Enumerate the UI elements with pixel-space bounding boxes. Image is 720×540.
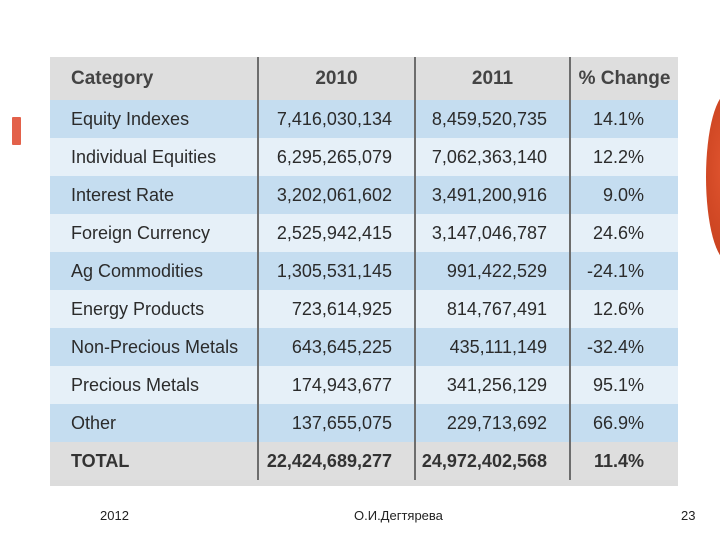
cell-change: 24.6% — [569, 214, 678, 252]
cell-2010: 643,645,225 — [257, 328, 415, 366]
decorative-left-bar — [12, 117, 21, 145]
cell-category: Precious Metals — [50, 366, 258, 404]
cell-change: 9.0% — [569, 176, 678, 214]
table-row: Other 137,655,075 229,713,692 66.9% — [50, 404, 678, 442]
cell-2011: 814,767,491 — [414, 290, 570, 328]
cell-2011: 7,062,363,140 — [414, 138, 570, 176]
cell-change: 66.9% — [569, 404, 678, 442]
cell-2011: 991,422,529 — [414, 252, 570, 290]
cell-category: Ag Commodities — [50, 252, 258, 290]
cell-2010: 137,655,075 — [257, 404, 415, 442]
cell-change: 95.1% — [569, 366, 678, 404]
total-label: TOTAL — [50, 442, 258, 480]
cell-category: Non-Precious Metals — [50, 328, 258, 366]
decorative-right-circle — [706, 92, 720, 262]
cell-change: 14.1% — [569, 100, 678, 138]
total-change: 11.4% — [569, 442, 678, 480]
table-header-row: Category 2010 2011 % Change — [50, 57, 678, 100]
footer-page-number: 23 — [681, 508, 696, 523]
table-row: Precious Metals 174,943,677 341,256,129 … — [50, 366, 678, 404]
cell-category: Foreign Currency — [50, 214, 258, 252]
cell-2010: 7,416,030,134 — [257, 100, 415, 138]
cell-2011: 3,147,046,787 — [414, 214, 570, 252]
table-row: Ag Commodities 1,305,531,145 991,422,529… — [50, 252, 678, 290]
table-row: Interest Rate 3,202,061,602 3,491,200,91… — [50, 176, 678, 214]
cell-2010: 174,943,677 — [257, 366, 415, 404]
table-row: Non-Precious Metals 643,645,225 435,111,… — [50, 328, 678, 366]
cell-2010: 2,525,942,415 — [257, 214, 415, 252]
table-row: Equity Indexes 7,416,030,134 8,459,520,7… — [50, 100, 678, 138]
cell-2011: 3,491,200,916 — [414, 176, 570, 214]
cell-category: Equity Indexes — [50, 100, 258, 138]
table-total-row: TOTAL 22,424,689,277 24,972,402,568 11.4… — [50, 442, 678, 480]
cell-2011: 341,256,129 — [414, 366, 570, 404]
cell-change: -24.1% — [569, 252, 678, 290]
cell-2011: 229,713,692 — [414, 404, 570, 442]
cell-2010: 1,305,531,145 — [257, 252, 415, 290]
cell-2010: 723,614,925 — [257, 290, 415, 328]
total-2010: 22,424,689,277 — [257, 442, 415, 480]
header-category: Category — [50, 57, 258, 100]
cell-2010: 6,295,265,079 — [257, 138, 415, 176]
total-2011: 24,972,402,568 — [414, 442, 570, 480]
cell-change: 12.2% — [569, 138, 678, 176]
footer-author: О.И.Дегтярева — [354, 508, 443, 523]
header-2010: 2010 — [257, 57, 415, 100]
cell-2011: 435,111,149 — [414, 328, 570, 366]
footer-year: 2012 — [100, 508, 129, 523]
header-2011: 2011 — [414, 57, 570, 100]
cell-2010: 3,202,061,602 — [257, 176, 415, 214]
cell-category: Other — [50, 404, 258, 442]
cell-category: Energy Products — [50, 290, 258, 328]
volume-table: Category 2010 2011 % Change Equity Index… — [50, 57, 678, 480]
table-row: Energy Products 723,614,925 814,767,491 … — [50, 290, 678, 328]
table-row: Foreign Currency 2,525,942,415 3,147,046… — [50, 214, 678, 252]
cell-change: -32.4% — [569, 328, 678, 366]
volume-table-container: Category 2010 2011 % Change Equity Index… — [50, 57, 678, 486]
cell-category: Interest Rate — [50, 176, 258, 214]
header-change: % Change — [569, 57, 678, 100]
cell-2011: 8,459,520,735 — [414, 100, 570, 138]
cell-change: 12.6% — [569, 290, 678, 328]
cell-category: Individual Equities — [50, 138, 258, 176]
table-row: Individual Equities 6,295,265,079 7,062,… — [50, 138, 678, 176]
